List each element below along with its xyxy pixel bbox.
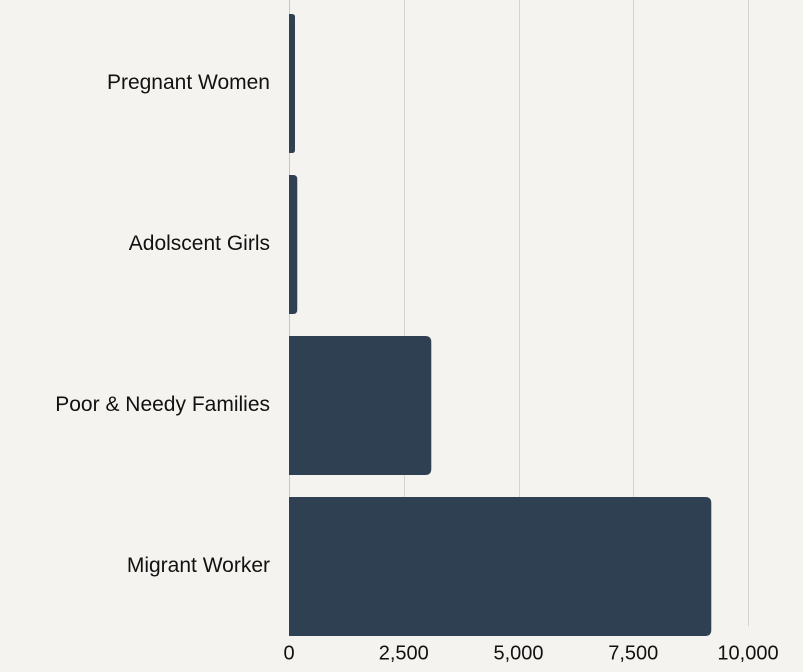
x-tick-label: 0: [283, 642, 294, 664]
bars: [289, 14, 712, 636]
bar: [289, 336, 432, 475]
bar: [289, 175, 298, 314]
bar: [289, 14, 295, 153]
category-labels: Pregnant Women Adolscent Girls Poor & Need…: [55, 71, 270, 577]
bar: [289, 497, 712, 636]
x-tick-labels: 0 2,500 5,000 7,500 10,000: [283, 642, 778, 664]
x-tick-label: 7,500: [608, 642, 658, 664]
x-tick-label: 10,000: [717, 642, 778, 664]
category-label: Migrant Worker: [127, 554, 270, 577]
category-label: Poor & Needy Families: [55, 393, 270, 416]
category-label: Pregnant Women: [107, 71, 270, 94]
x-tick-label: 2,500: [379, 642, 429, 664]
x-tick-label: 5,000: [493, 642, 543, 664]
category-label: Adolscent Girls: [129, 232, 270, 255]
